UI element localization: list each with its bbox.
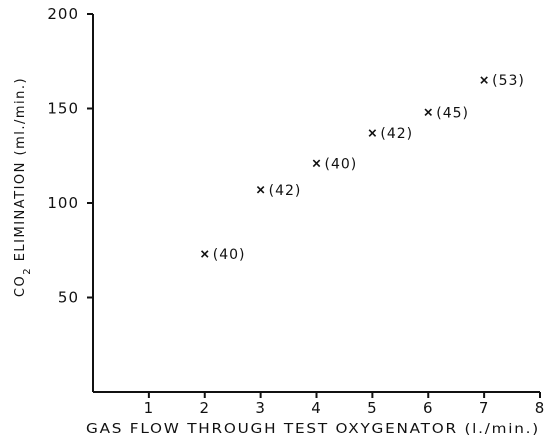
x-tick-label: 6: [423, 399, 434, 417]
point-marker: [256, 186, 265, 194]
y-tick-label: 150: [47, 100, 79, 118]
data-point: (45): [424, 105, 469, 121]
y-axis-title: CO2 ELIMINATION (ml./min.): [13, 77, 33, 297]
point-marker: [480, 76, 488, 84]
point-marker: [312, 159, 321, 168]
ticks: 50 100 150 200 1 2 3 4 5 6 7 8: [47, 5, 546, 417]
data-point: (40): [200, 247, 246, 263]
y-tick-label: 50: [58, 289, 79, 307]
point-marker: [368, 129, 377, 137]
x-tick-label: 1: [144, 399, 155, 417]
y-tick-label: 100: [47, 194, 79, 212]
point-label: (40): [213, 247, 246, 263]
data-point: (42): [368, 126, 413, 142]
x-tick-label: 4: [311, 399, 322, 417]
axes: [92, 14, 540, 393]
data-point: (42): [256, 183, 302, 199]
point-marker: [200, 250, 209, 258]
point-label: (42): [269, 183, 302, 199]
point-label: (40): [325, 156, 358, 172]
x-tick-label: 3: [255, 399, 266, 417]
point-label: (53): [492, 73, 525, 89]
point-label: (42): [380, 126, 413, 142]
point-label: (45): [436, 105, 469, 121]
y-tick-label: 200: [47, 5, 79, 23]
x-tick-label: 2: [199, 399, 210, 417]
data-point: (40): [312, 156, 358, 172]
x-tick-label: 8: [535, 399, 546, 417]
point-marker: [424, 108, 433, 117]
data-points: (40) (42) (40) (42) (45) (53): [200, 73, 525, 263]
x-axis-title: GAS FLOW THROUGH TEST OXYGENATOR (l./min…: [86, 422, 540, 436]
x-tick-label: 5: [367, 399, 378, 417]
data-point: (53): [480, 73, 525, 89]
x-tick-label: 7: [479, 399, 490, 417]
